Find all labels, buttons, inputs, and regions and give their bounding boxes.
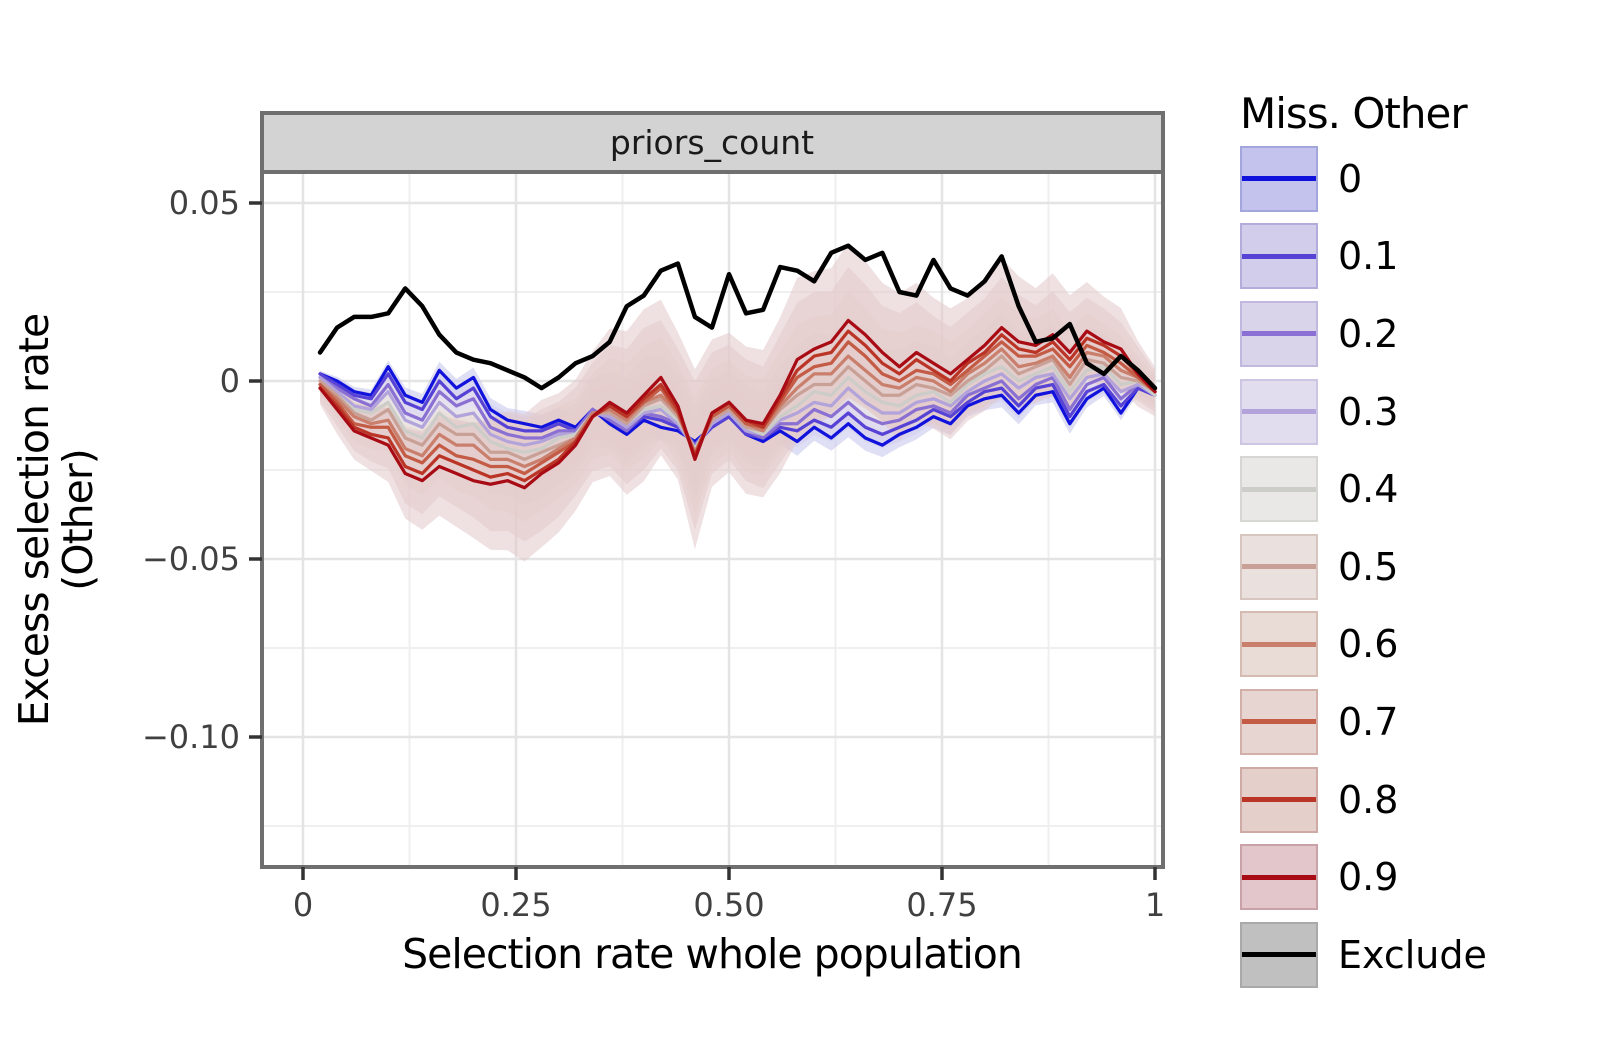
legend-key-0.7 (1240, 688, 1318, 755)
legend-label-0.8: 0.8 (1338, 777, 1399, 822)
y-tick-label: 0.05 (169, 184, 240, 222)
legend-key-0.9 (1240, 844, 1318, 911)
legend-title: Miss. Other (1240, 89, 1468, 138)
series-line-Exclude (317, 243, 1158, 391)
series-line-0.5 (318, 354, 1157, 461)
legend-entry-0.1: 0.1 (1240, 218, 1610, 296)
x-tick-label: 0.75 (906, 886, 977, 924)
legend-key-0.5 (1240, 533, 1318, 600)
x-tick-label: 1 (1145, 886, 1165, 924)
legend-key-Exclude (1240, 921, 1318, 988)
facet-strip (260, 111, 1165, 174)
legend-label-0: 0 (1338, 156, 1363, 201)
legend-label-0.2: 0.2 (1338, 311, 1399, 356)
x-tick-label: 0.50 (693, 886, 764, 924)
legend-label-0.9: 0.9 (1338, 855, 1399, 900)
y-tick-label: −0.05 (142, 540, 240, 578)
legend-entry-0.3: 0.3 (1240, 373, 1610, 451)
series-line-0.9 (318, 318, 1157, 490)
legend-key-line-0.6 (1242, 641, 1316, 647)
x-tick-label: 0 (293, 886, 313, 924)
legend-key-0.4 (1240, 456, 1318, 523)
y-tick-label: 0 (220, 362, 240, 400)
legend-label-0.7: 0.7 (1338, 699, 1399, 744)
legend: Miss. Other 0 0.1 0.2 0.3 0.4 0.5 0.6 0.7 0.8 0.9… (1240, 90, 1610, 994)
legend-entry-Exclude: Exclude (1240, 916, 1610, 994)
y-tick-label: −0.10 (142, 718, 240, 756)
legend-entry-0.5: 0.5 (1240, 528, 1610, 606)
legend-key-line-0.8 (1242, 797, 1316, 803)
legend-label-0.4: 0.4 (1338, 467, 1399, 512)
legend-key-line-0.4 (1242, 486, 1316, 492)
legend-entry-0.4: 0.4 (1240, 450, 1610, 528)
legend-key-line-0 (1242, 176, 1316, 182)
legend-label-0.5: 0.5 (1338, 544, 1399, 589)
legend-entry-0.7: 0.7 (1240, 683, 1610, 761)
series-line-0.3 (318, 372, 1157, 451)
legend-label-0.6: 0.6 (1338, 622, 1399, 667)
legend-entry-0.9: 0.9 (1240, 838, 1610, 916)
legend-key-0.2 (1240, 300, 1318, 367)
legend-key-line-0.2 (1242, 331, 1316, 337)
legend-key-line-Exclude (1242, 952, 1316, 958)
legend-rows: 0 0.1 0.2 0.3 0.4 0.5 0.6 0.7 0.8 0.9 Exclude (1240, 140, 1610, 994)
legend-entry-0.2: 0.2 (1240, 295, 1610, 373)
legend-key-0.8 (1240, 766, 1318, 833)
legend-label-0.3: 0.3 (1338, 389, 1399, 434)
y-axis-title-line2: (Other) (54, 449, 102, 590)
legend-key-0.3 (1240, 378, 1318, 445)
series-ribbon-0.9 (320, 242, 1155, 562)
legend-key-line-0.7 (1242, 719, 1316, 725)
tick-layer: 0 0.25 0.50 0.75 1 0.05 0 −0.05 −0.10 (142, 184, 1165, 924)
legend-key-line-0.9 (1242, 874, 1316, 880)
panel-background (262, 172, 1163, 867)
y-axis-title-line1: Excess selection rate (10, 314, 58, 727)
legend-entry-0.8: 0.8 (1240, 761, 1610, 839)
legend-key-0 (1240, 145, 1318, 212)
legend-key-0.1 (1240, 223, 1318, 290)
legend-key-line-0.5 (1242, 564, 1316, 570)
legend-entry-0: 0 (1240, 140, 1610, 218)
line-layer (317, 243, 1158, 490)
facet-strip-label: priors_count (610, 123, 814, 162)
legend-key-line-0.1 (1242, 253, 1316, 259)
legend-key-0.6 (1240, 611, 1318, 678)
legend-key-line-0.3 (1242, 409, 1316, 415)
legend-label-0.1: 0.1 (1338, 234, 1399, 279)
legend-label-Exclude: Exclude (1338, 932, 1487, 977)
x-axis-title: Selection rate whole population (402, 930, 1022, 978)
x-tick-label: 0.25 (480, 886, 551, 924)
series-line-0.1 (318, 372, 1157, 447)
legend-entry-0.6: 0.6 (1240, 606, 1610, 684)
series-line-0.7 (318, 340, 1157, 476)
